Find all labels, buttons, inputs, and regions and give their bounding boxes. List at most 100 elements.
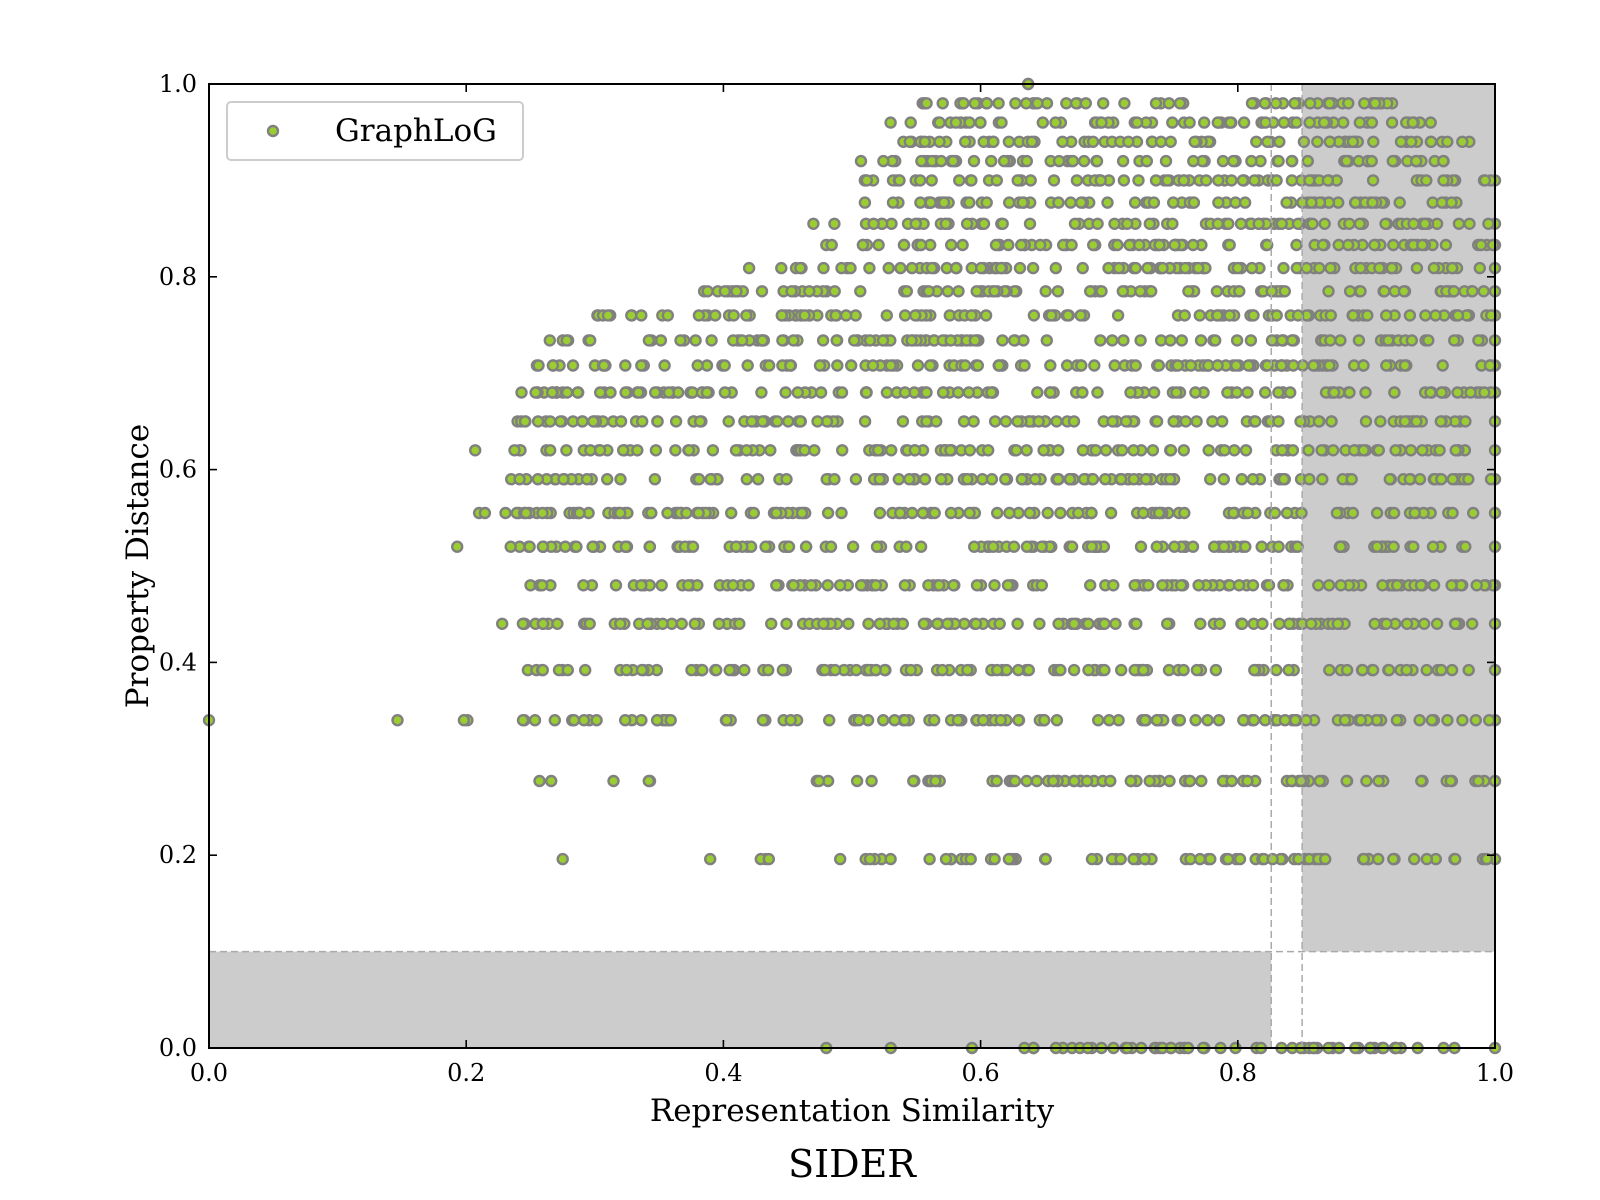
- scatter-point: [544, 415, 557, 428]
- scatter-point: [846, 540, 860, 553]
- scatter-point: [867, 217, 880, 231]
- scatter-point: [560, 444, 573, 457]
- scatter-point: [1277, 261, 1290, 275]
- scatter-point: [1437, 154, 1450, 168]
- scatter-point: [828, 217, 841, 231]
- scatter-point: [686, 540, 700, 553]
- scatter-point: [798, 309, 811, 322]
- scatter-point: [1112, 261, 1126, 275]
- scatter-point: [1379, 217, 1392, 231]
- scatter-point: [536, 540, 550, 553]
- scatter-point: [1111, 309, 1125, 322]
- scatter-point: [1444, 774, 1457, 788]
- scatter-point: [1206, 415, 1219, 428]
- scatter-point: [1023, 506, 1037, 520]
- scatter-point: [923, 852, 936, 866]
- scatter-point: [1144, 285, 1158, 298]
- scatter-point: [882, 261, 895, 275]
- scatter-point: [1387, 540, 1400, 553]
- scatter-point: [931, 617, 944, 630]
- scatter-point: [1129, 359, 1142, 372]
- scatter-point: [573, 506, 586, 520]
- scatter-point: [1463, 217, 1476, 231]
- scatter-point: [1213, 617, 1226, 630]
- scatter-point: [770, 579, 783, 592]
- scatter-point: [957, 97, 970, 110]
- scatter-point: [1127, 444, 1140, 457]
- scatter-point: [992, 97, 1005, 110]
- scatter-point: [1247, 714, 1261, 727]
- scatter-point: [930, 415, 943, 428]
- scatter-point: [1407, 217, 1420, 231]
- scatter-point: [643, 540, 657, 553]
- scatter-point: [1280, 506, 1294, 520]
- scatter-point: [828, 285, 841, 298]
- scatter-point: [1482, 217, 1495, 231]
- scatter-point: [909, 217, 922, 231]
- scatter-point: [1261, 359, 1274, 372]
- scatter-point: [1222, 217, 1235, 231]
- scatter-point: [988, 415, 1002, 428]
- scatter-point: [1237, 714, 1250, 727]
- scatter-point: [1427, 579, 1441, 592]
- scatter-point: [1152, 359, 1166, 372]
- scatter-point: [674, 334, 687, 347]
- scatter-point: [1322, 285, 1335, 298]
- scatter-point: [649, 386, 662, 399]
- scatter-point: [979, 309, 993, 322]
- scatter-point: [985, 154, 998, 168]
- scatter-point: [1211, 217, 1225, 231]
- scatter-point: [991, 663, 1004, 677]
- scatter-point: [865, 774, 878, 788]
- scatter-point: [692, 309, 706, 322]
- scatter-point: [1415, 774, 1428, 788]
- scatter-point: [985, 386, 998, 399]
- scatter-point: [945, 238, 958, 252]
- scatter-point: [1464, 386, 1477, 399]
- scatter-point: [1031, 386, 1044, 399]
- scatter-point: [1315, 444, 1328, 457]
- scatter-point: [1426, 540, 1440, 553]
- scatter-point: [798, 444, 811, 457]
- scatter-point: [1270, 174, 1283, 187]
- scatter-point: [701, 285, 714, 298]
- scatter-point: [1183, 774, 1197, 788]
- scatter-point: [1250, 135, 1263, 149]
- scatter-point: [1086, 135, 1100, 149]
- scatter-point: [1424, 386, 1437, 399]
- scatter-point: [780, 617, 793, 630]
- scatter-point: [1482, 714, 1496, 727]
- scatter-point: [888, 714, 901, 727]
- scatter-point: [920, 97, 933, 110]
- scatter-point: [1146, 444, 1160, 457]
- scatter-point: [1164, 334, 1177, 347]
- scatter-point: [1202, 444, 1215, 457]
- scatter-point: [944, 506, 958, 520]
- scatter-point: [873, 506, 887, 520]
- scatter-point: [863, 852, 877, 866]
- scatter-point: [1137, 663, 1150, 677]
- scatter-point: [1367, 135, 1380, 149]
- scatter-point: [1312, 261, 1326, 275]
- scatter-point: [682, 579, 695, 592]
- scatter-point: [745, 415, 758, 428]
- scatter-point: [1091, 217, 1104, 231]
- scatter-point: [738, 663, 751, 677]
- scatter-point: [887, 617, 900, 630]
- scatter-point: [1022, 663, 1036, 677]
- scatter-point: [689, 334, 702, 347]
- scatter-point: [936, 663, 949, 677]
- scatter-point: [834, 852, 847, 866]
- scatter-point: [1116, 154, 1130, 168]
- scatter-point: [1354, 285, 1367, 298]
- scatter-point: [858, 415, 872, 428]
- scatter-point: [635, 359, 648, 372]
- scatter-point: [641, 617, 654, 630]
- scatter-point: [963, 506, 976, 520]
- scatter-point: [1003, 506, 1016, 520]
- scatter-point: [635, 579, 648, 592]
- scatter-point: [691, 359, 704, 372]
- scatter-point: [775, 309, 789, 322]
- scatter-point: [1238, 196, 1252, 209]
- scatter-point: [1406, 116, 1420, 129]
